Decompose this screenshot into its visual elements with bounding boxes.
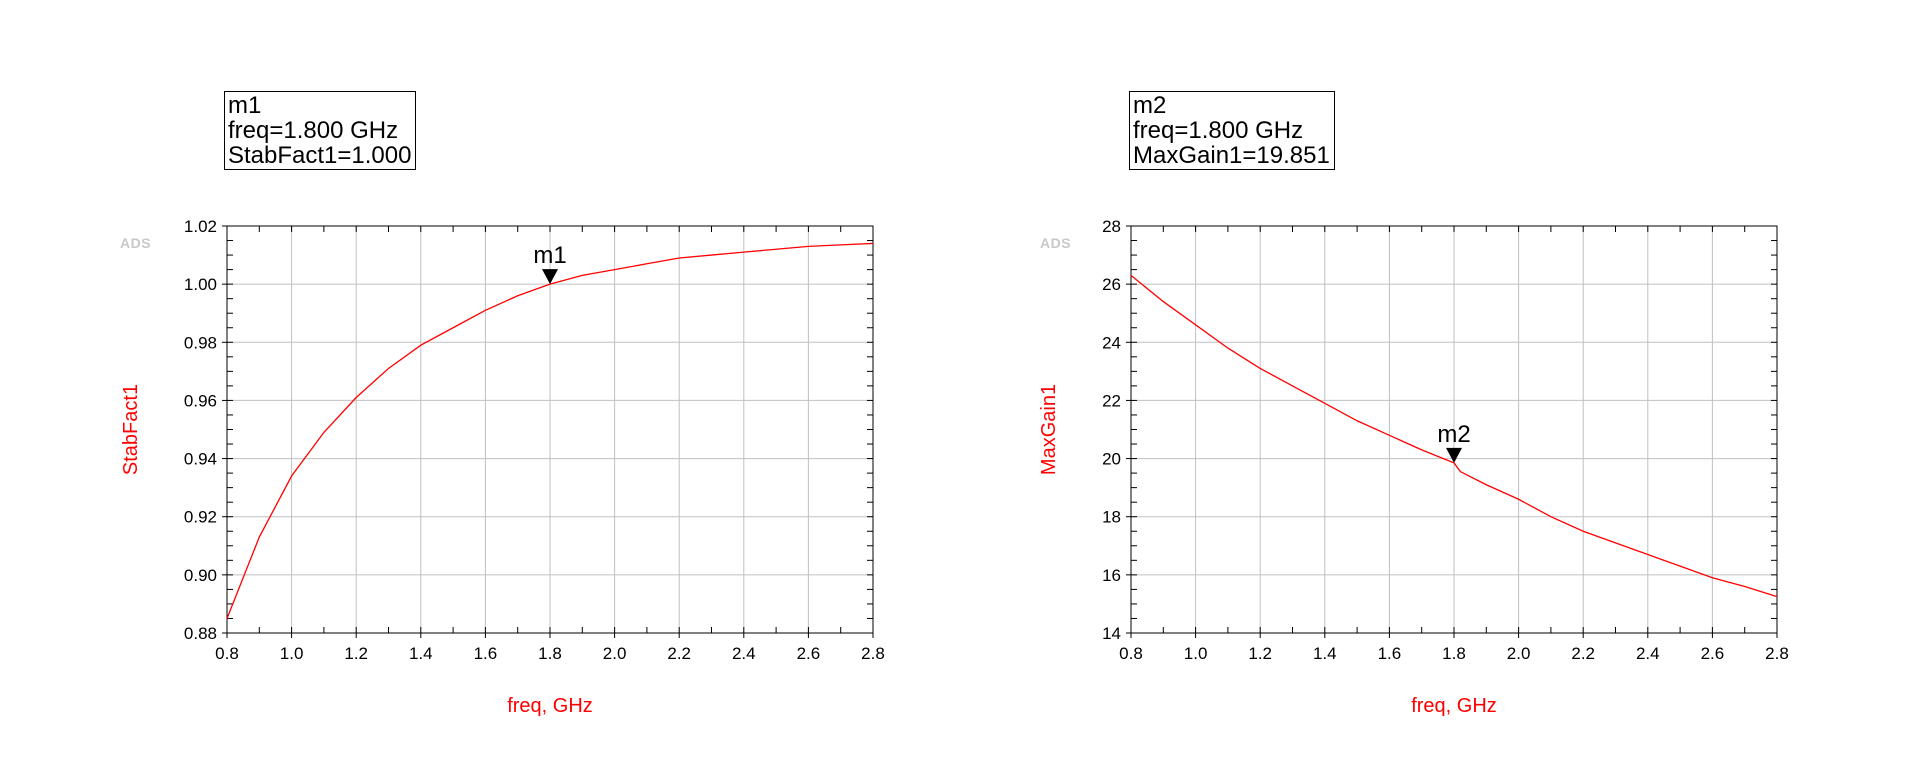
x-tick-label: 1.4 [1313,644,1337,663]
x-tick-label: 1.8 [538,644,562,663]
x-tick-label: 2.2 [1571,644,1595,663]
ads-watermark: ADS [120,235,151,251]
x-tick-label: 1.2 [344,644,368,663]
y-tick-label: 1.02 [184,217,217,236]
plot-frame [1130,225,1778,634]
x-tick-label: 2.2 [667,644,691,663]
x-tick-label: 1.4 [409,644,433,663]
x-tick-label: 2.8 [1765,644,1789,663]
y-axis-title: StabFact1 [120,384,142,475]
y-tick-label: 1.00 [184,275,217,294]
y-tick-label: 0.92 [184,508,217,527]
marker-readout-m1[interactable]: m1 freq=1.800 GHz StabFact1=1.000 [224,91,417,170]
x-tick-label: 2.4 [732,644,756,663]
ads-watermark: ADS [1040,235,1071,251]
y-tick-label: 0.88 [184,624,217,643]
y-tick-label: 18 [1102,508,1121,527]
x-axis-title: freq, GHz [507,695,593,717]
y-tick-label: 0.90 [184,566,217,585]
marker-triangle-m2 [1446,447,1462,463]
x-tick-label: 1.8 [1442,644,1466,663]
x-tick-label: 2.0 [603,644,627,663]
y-tick-label: 24 [1102,333,1121,352]
x-tick-label: 1.6 [474,644,498,663]
x-tick-label: 1.0 [280,644,304,663]
y-tick-label: 0.94 [184,450,217,469]
marker-readout-m2[interactable]: m2 freq=1.800 GHz MaxGain1=19.851 [1129,91,1335,170]
y-tick-label: 22 [1102,391,1121,410]
y-tick-label: 20 [1102,450,1121,469]
y-tick-label: 0.98 [184,333,217,352]
x-tick-label: 1.6 [1378,644,1402,663]
x-tick-label: 2.6 [797,644,821,663]
marker-label-m1: m1 [533,242,566,269]
plot-frame [226,225,874,634]
x-tick-label: 0.8 [215,644,239,663]
x-tick-label: 1.2 [1248,644,1272,663]
chart-left: 0.8 1.0 1.2 1.4 1.6 1.8 2.0 2.2 2.4 2.6 2.8 0.88 0.9… [120,217,885,717]
marker-readout-value: MaxGain1=19.851 [1133,142,1330,169]
x-tick-label: 0.8 [1119,644,1143,663]
x-tick-label: 1.0 [1184,644,1208,663]
y-tick-label: 14 [1102,624,1121,643]
x-tick-label: 2.6 [1701,644,1725,663]
chart-right: 0.8 1.0 1.2 1.4 1.6 1.8 2.0 2.2 2.4 2.6 2.8 14 16 18 2… [1038,217,1789,717]
marker-readout-name: m2 [1133,92,1167,119]
marker-triangle-m1 [542,269,558,285]
x-tick-label: 2.8 [861,644,885,663]
y-tick-label: 16 [1102,566,1121,585]
series-line [1130,274,1778,598]
y-tick-label: 28 [1102,217,1121,236]
y-tick-label: 26 [1102,275,1121,294]
y-tick-label: 0.96 [184,391,217,410]
marker-readout-value: StabFact1=1.000 [228,142,412,169]
marker-readout-name: m1 [228,92,262,119]
marker-readout-freq: freq=1.800 GHz [228,117,399,144]
x-tick-label: 2.4 [1636,644,1660,663]
x-tick-label: 2.0 [1507,644,1531,663]
x-axis-title: freq, GHz [1411,695,1497,717]
marker-label-m2: m2 [1437,421,1470,448]
marker-readout-freq: freq=1.800 GHz [1133,117,1304,144]
y-axis-title: MaxGain1 [1038,384,1060,475]
